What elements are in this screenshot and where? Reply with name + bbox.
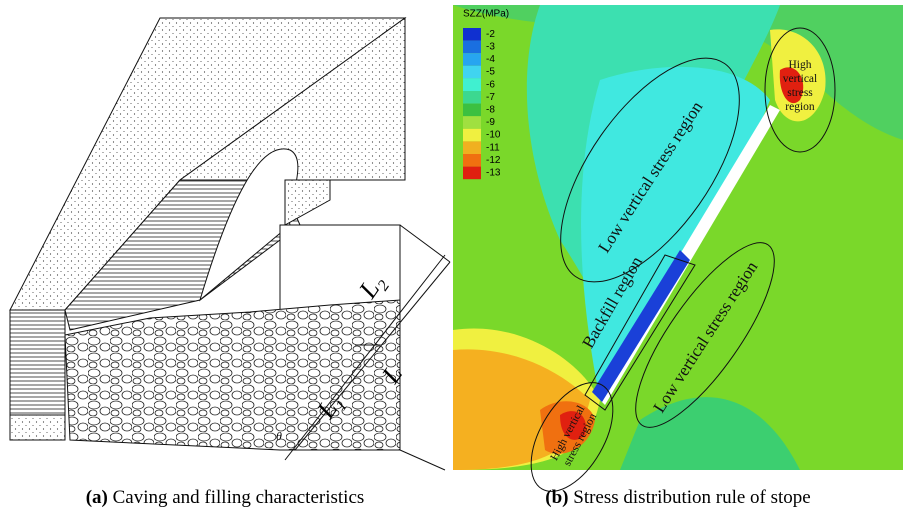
- angle-label: θ: [276, 429, 282, 443]
- legend-swatch: [463, 41, 481, 54]
- legend-swatch: [463, 154, 481, 167]
- region-line: vertical: [783, 73, 817, 85]
- legend-label: -10: [486, 130, 501, 141]
- legend-title: SZZ(MPa): [463, 9, 509, 20]
- legend-swatch: [463, 129, 481, 142]
- region-line: region: [785, 101, 815, 113]
- legend-label: -7: [486, 92, 495, 103]
- legend-swatch: [463, 28, 481, 41]
- legend-swatch: [463, 66, 481, 79]
- legend-swatch: [463, 167, 481, 180]
- legend-label: -9: [486, 117, 495, 128]
- legend-swatch: [463, 78, 481, 91]
- legend-label: -3: [486, 42, 495, 53]
- caption: (b) Stress distribution rule of stope: [545, 487, 810, 508]
- region-line: High: [789, 59, 812, 71]
- legend-label: -4: [486, 54, 495, 65]
- legend-swatch: [463, 104, 481, 117]
- stress-contour: [453, 5, 903, 505]
- legend-swatch: [463, 91, 481, 104]
- caving-diagram: [10, 18, 450, 470]
- caption: (a) Caving and filling characteristics: [86, 487, 365, 508]
- region-line: stress: [787, 87, 813, 99]
- legend-label: -11: [486, 142, 500, 153]
- legend-label: -2: [486, 29, 495, 40]
- legend-swatch: [463, 53, 481, 66]
- legend-swatch: [463, 141, 481, 154]
- legend-label: -12: [486, 155, 501, 166]
- legend-label: -6: [486, 79, 495, 90]
- legend-swatch: [463, 116, 481, 129]
- figure: L2 L L1 θ SZZ(MPa) -2-3-4-5-6-7-8-9-10-1…: [0, 0, 903, 519]
- legend-label: -8: [486, 105, 495, 116]
- legend-label: -13: [486, 168, 501, 179]
- legend-label: -5: [486, 67, 495, 78]
